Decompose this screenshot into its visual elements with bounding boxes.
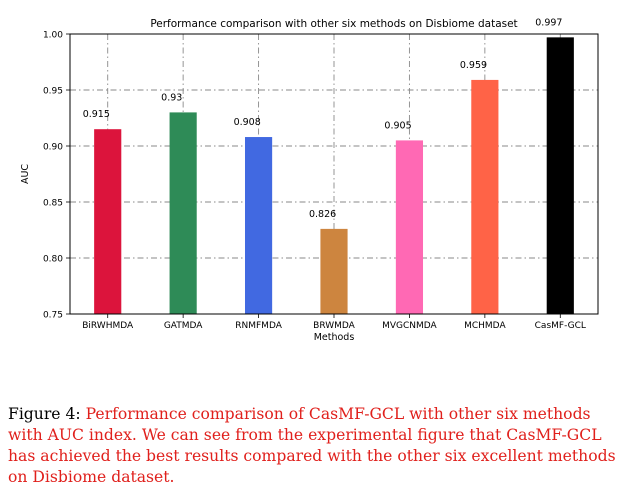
- y-tick-label: 0.95: [43, 86, 63, 96]
- x-tick-label: RNMFMDA: [235, 321, 282, 331]
- value-label: 0.93: [161, 92, 182, 103]
- value-label: 0.997: [535, 17, 562, 28]
- x-tick-label: BRWMDA: [313, 321, 355, 331]
- y-tick-label: 0.80: [43, 254, 63, 264]
- bar-rnmfmda: [244, 137, 273, 314]
- x-axis-label: Methods: [314, 332, 355, 343]
- bars: [94, 37, 574, 315]
- chart-title: Performance comparison with other six me…: [150, 18, 517, 30]
- value-label: 0.826: [309, 209, 336, 220]
- bar-mchmda: [471, 79, 499, 314]
- x-tick-label: BiRWHMDA: [82, 321, 134, 331]
- y-tick-label: 0.75: [43, 310, 63, 320]
- value-label: 0.915: [83, 109, 110, 120]
- x-tick-label: MVGCNMDA: [382, 321, 437, 331]
- y-tick-label: 0.85: [43, 198, 63, 208]
- y-axis-ticks: 0.75 0.80 0.85 0.90 0.95 1.00: [43, 30, 70, 320]
- bar-mvgcnmda: [395, 140, 424, 314]
- bar-birwhmda: [94, 129, 122, 314]
- value-labels: 0.915 0.93 0.908 0.826 0.905 0.959 0.997: [83, 17, 563, 220]
- bar-brwmda: [320, 228, 348, 314]
- x-tick-label: MCHMDA: [464, 321, 506, 331]
- bar-chart: 0.75 0.80 0.85 0.90 0.95 1.00 BiRWHMDA GATMDA R…: [20, 17, 599, 343]
- y-tick-label: 1.00: [43, 30, 63, 40]
- bar-gatmda: [169, 112, 197, 315]
- value-label: 0.959: [460, 60, 487, 71]
- caption-label: Figure 4:: [8, 405, 81, 423]
- caption-text: Performance comparison of CasMF-GCL with…: [8, 405, 616, 486]
- x-tick-label: CasMF-GCL: [535, 321, 586, 331]
- x-axis-ticks: BiRWHMDA GATMDA RNMFMDA BRWMDA MVGCNMDA MCHMD…: [82, 314, 586, 331]
- value-label: 0.905: [384, 120, 411, 131]
- x-tick-label: GATMDA: [164, 321, 203, 331]
- bar-casmf-gcl: [546, 37, 574, 315]
- y-axis-label: AUC: [20, 164, 31, 184]
- y-tick-label: 0.90: [43, 142, 63, 152]
- figure-caption: Figure 4: Performance comparison of CasM…: [8, 404, 624, 488]
- value-label: 0.908: [234, 117, 261, 128]
